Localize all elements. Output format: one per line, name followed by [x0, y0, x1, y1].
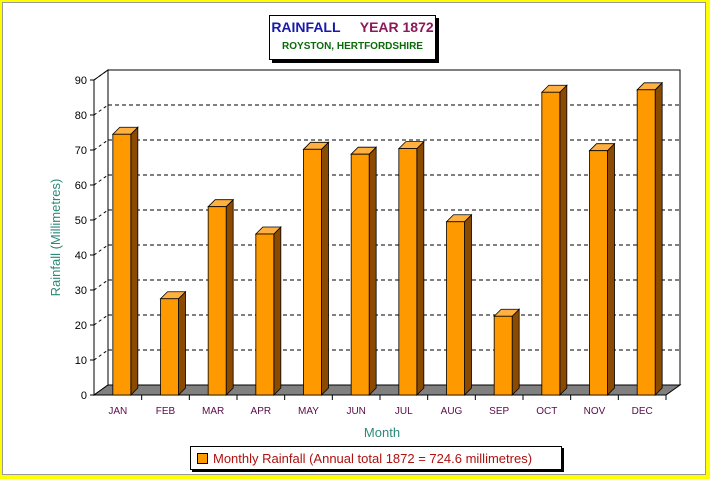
bar-aug	[446, 221, 465, 396]
bar-oct	[541, 91, 561, 396]
y-tick-label: 50	[75, 215, 87, 227]
chart-title: RAINFALL YEAR 1872	[270, 19, 435, 35]
y-tick-label: 90	[75, 75, 87, 87]
y-axis-label: Rainfall (Millimetres)	[48, 179, 63, 297]
x-tick-label-oct: OCT	[536, 406, 557, 417]
bar-side-aug	[464, 213, 472, 396]
legend-swatch	[197, 452, 208, 464]
plot-side-wall	[93, 69, 109, 396]
y-tick-label: 20	[75, 320, 87, 332]
gridline-side	[93, 104, 109, 116]
bar-side-feb	[178, 290, 186, 396]
y-tick-label: 40	[75, 250, 87, 262]
gridline-side	[93, 314, 109, 326]
bar-apr	[255, 233, 275, 396]
bar-side-jan	[130, 126, 139, 396]
x-tick-label-may: MAY	[298, 406, 319, 417]
x-tick-label-mar: MAR	[202, 406, 224, 417]
legend: Monthly Rainfall (Annual total 1872 = 72…	[190, 446, 562, 470]
gridline-side	[93, 139, 109, 151]
title-year: YEAR 1872	[359, 19, 434, 35]
y-tick-label: 30	[75, 285, 87, 297]
bar-sep	[493, 315, 513, 396]
bar-side-jul	[416, 140, 425, 396]
x-tick-label-dec: DEC	[632, 406, 653, 417]
gridline-side	[93, 69, 109, 81]
bar-side-jun	[368, 146, 377, 396]
x-tick-label-jul: JUL	[395, 406, 413, 417]
x-tick-label-feb: FEB	[156, 406, 176, 417]
y-tick-label: 60	[75, 180, 87, 192]
bar-jan	[112, 133, 132, 396]
bar-nov	[589, 150, 608, 396]
bar-side-oct	[559, 84, 568, 396]
bar-mar	[207, 206, 227, 396]
x-tick-label-jun: JUN	[346, 406, 365, 417]
bar-jul	[398, 148, 418, 396]
bar-dec	[636, 89, 656, 396]
gridline-side	[93, 279, 109, 291]
x-tick-label-sep: SEP	[489, 406, 509, 417]
gridline-side	[93, 349, 109, 361]
chart-subtitle: ROYSTON, HERTFORDSHIRE	[282, 41, 423, 52]
gridline-side	[93, 209, 109, 221]
gridline-side	[93, 174, 109, 186]
title-rainfall: RAINFALL	[271, 19, 341, 35]
x-tick-label-apr: APR	[251, 406, 272, 417]
bar-feb	[160, 298, 179, 396]
x-tick-label-jan: JAN	[108, 406, 127, 417]
bar-side-dec	[654, 81, 663, 396]
x-tick-label-nov: NOV	[584, 406, 606, 417]
bar-side-sep	[511, 308, 520, 396]
y-tick-label: 80	[75, 110, 87, 122]
x-axis-label: Month	[364, 425, 400, 440]
x-tick-label-aug: AUG	[441, 406, 463, 417]
legend-label: Monthly Rainfall (Annual total 1872 = 72…	[213, 450, 533, 466]
bar-side-apr	[273, 226, 282, 396]
bar-side-nov	[607, 142, 615, 396]
title-box: RAINFALL YEAR 1872 ROYSTON, HERTFORDSHIR…	[269, 15, 436, 60]
y-tick-label: 10	[75, 355, 87, 367]
bar-side-mar	[225, 198, 234, 396]
y-tick-label: 0	[81, 390, 87, 402]
y-tick-label: 70	[75, 145, 87, 157]
bar-jun	[350, 153, 370, 396]
gridline-side	[93, 244, 109, 256]
bar-may	[303, 148, 322, 396]
bar-side-may	[321, 141, 329, 396]
